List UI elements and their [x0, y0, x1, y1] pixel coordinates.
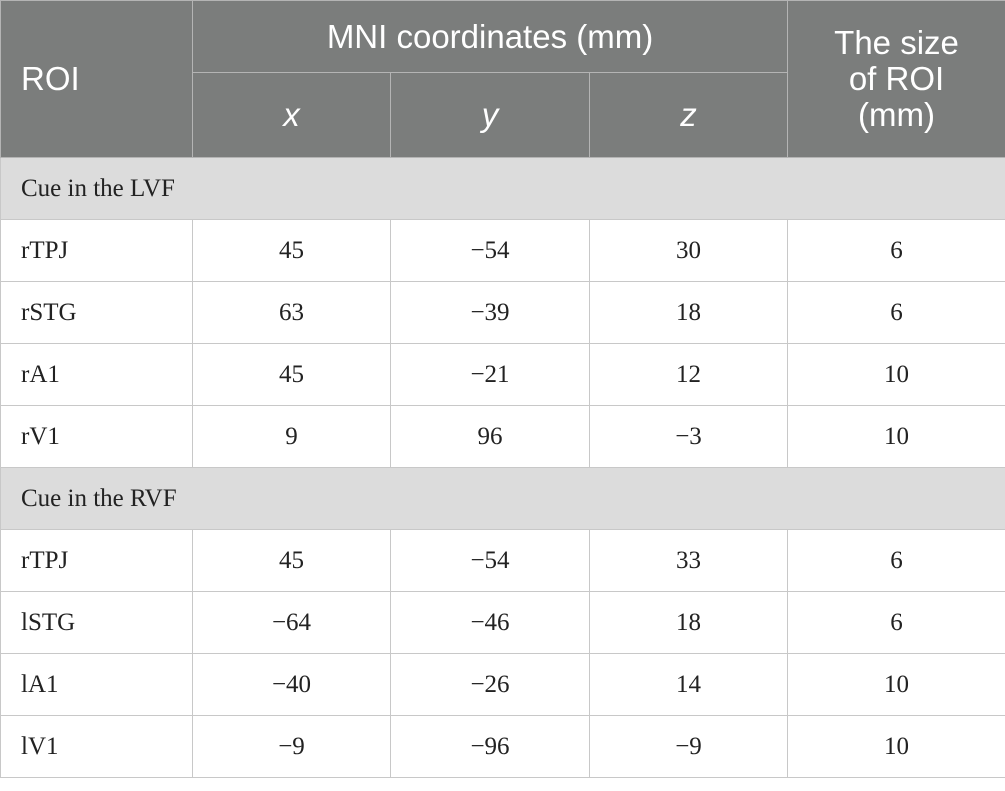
table-row: lA1 −40 −26 14 10 — [0, 653, 1005, 716]
y-cell: −96 — [390, 715, 590, 778]
roi-cell: lA1 — [0, 653, 193, 716]
y-cell: −26 — [390, 653, 590, 716]
header-roi-size-line-3: (mm) — [858, 96, 935, 133]
header-mni-coordinates: MNI coordinates (mm) — [191, 0, 789, 73]
z-cell: 33 — [588, 529, 789, 592]
y-cell: −54 — [390, 219, 590, 282]
size-cell: 10 — [787, 405, 1005, 468]
z-cell: 12 — [588, 343, 789, 406]
z-cell: −3 — [588, 405, 789, 468]
y-cell: −21 — [390, 343, 590, 406]
table-row: rA1 45 −21 12 10 — [0, 343, 1005, 406]
roi-cell: rTPJ — [0, 529, 193, 592]
header-x: x — [192, 72, 391, 158]
x-cell: 45 — [192, 343, 391, 406]
table-row: lV1 −9 −96 −9 10 — [0, 715, 1005, 778]
y-cell: −39 — [390, 281, 590, 344]
header-roi: ROI — [0, 0, 193, 158]
size-cell: 10 — [787, 653, 1005, 716]
roi-cell: lSTG — [0, 591, 193, 654]
x-cell: −40 — [192, 653, 391, 716]
roi-cell: lV1 — [0, 715, 193, 778]
header-z: z — [588, 72, 789, 158]
section-row: Cue in the RVF — [0, 467, 1005, 530]
table-row: rTPJ 45 −54 30 6 — [0, 219, 1005, 282]
header-roi-size-line-1: The size — [834, 24, 959, 61]
section-label-lvf: Cue in the LVF — [0, 157, 1005, 220]
header-y: y — [390, 72, 590, 158]
y-cell: −46 — [390, 591, 590, 654]
size-cell: 6 — [787, 281, 1005, 344]
roi-cell: rA1 — [0, 343, 193, 406]
size-cell: 10 — [787, 715, 1005, 778]
size-cell: 10 — [787, 343, 1005, 406]
roi-cell: rV1 — [0, 405, 193, 468]
table-body: Cue in the LVF rTPJ 45 −54 30 6 rSTG 63 … — [0, 157, 1005, 778]
x-cell: 45 — [192, 529, 391, 592]
x-cell: 9 — [192, 405, 391, 468]
header-roi-size-line-2: of ROI — [848, 60, 945, 97]
roi-cell: rSTG — [0, 281, 193, 344]
size-cell: 6 — [787, 529, 1005, 592]
section-label-rvf: Cue in the RVF — [0, 467, 1005, 530]
table-row: rTPJ 45 −54 33 6 — [0, 529, 1005, 592]
y-cell: 96 — [390, 405, 590, 468]
section-row: Cue in the LVF — [0, 157, 1005, 220]
z-cell: 18 — [588, 591, 789, 654]
x-cell: −64 — [192, 591, 391, 654]
table-row: rV1 9 96 −3 10 — [0, 405, 1005, 468]
x-cell: −9 — [192, 715, 391, 778]
size-cell: 6 — [787, 591, 1005, 654]
x-cell: 45 — [192, 219, 391, 282]
table-row: rSTG 63 −39 18 6 — [0, 281, 1005, 344]
table-row: lSTG −64 −46 18 6 — [0, 591, 1005, 654]
z-cell: 30 — [588, 219, 789, 282]
table-header: ROI MNI coordinates (mm) The size of ROI… — [0, 0, 1005, 158]
x-cell: 63 — [192, 281, 391, 344]
z-cell: −9 — [588, 715, 789, 778]
roi-cell: rTPJ — [0, 219, 193, 282]
header-roi-size: The size of ROI (mm) — [787, 0, 1005, 158]
z-cell: 18 — [588, 281, 789, 344]
z-cell: 14 — [588, 653, 789, 716]
size-cell: 6 — [787, 219, 1005, 282]
y-cell: −54 — [390, 529, 590, 592]
